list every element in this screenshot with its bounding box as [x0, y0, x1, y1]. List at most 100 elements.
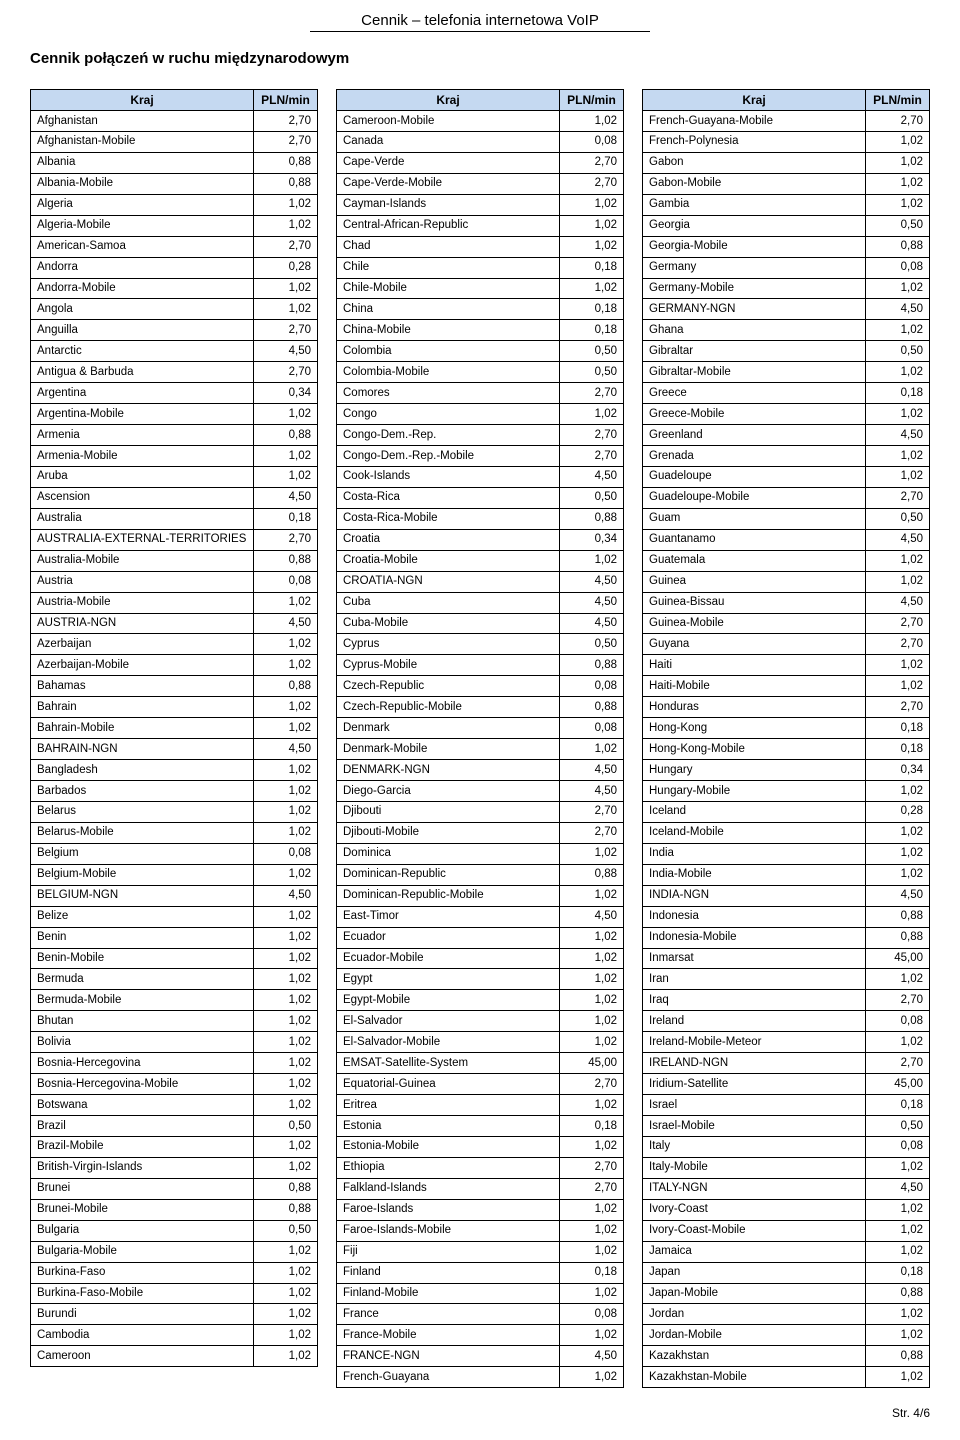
- country-cell: Georgia: [643, 215, 866, 236]
- table-row: Aruba1,02: [31, 466, 318, 487]
- country-cell: Belarus-Mobile: [31, 822, 254, 843]
- country-cell: Afghanistan-Mobile: [31, 131, 254, 152]
- table-row: Guinea-Bissau4,50: [643, 592, 930, 613]
- table-row: Eritrea1,02: [337, 1095, 624, 1116]
- country-cell: Guyana: [643, 634, 866, 655]
- price-cell: 4,50: [560, 906, 624, 927]
- country-cell: Ethiopia: [337, 1157, 560, 1178]
- country-cell: Iceland: [643, 801, 866, 822]
- price-cell: 4,50: [866, 299, 930, 320]
- country-cell: Colombia-Mobile: [337, 362, 560, 383]
- table-row: Costa-Rica0,50: [337, 487, 624, 508]
- table-row: Cayman-Islands1,02: [337, 194, 624, 215]
- table-row: Japan-Mobile0,88: [643, 1283, 930, 1304]
- table-row: Andorra0,28: [31, 257, 318, 278]
- country-cell: Azerbaijan: [31, 634, 254, 655]
- price-cell: 1,02: [866, 152, 930, 173]
- table-row: Falkland-Islands2,70: [337, 1178, 624, 1199]
- price-cell: 1,02: [254, 697, 318, 718]
- country-cell: CROATIA-NGN: [337, 571, 560, 592]
- table-row: Ireland-Mobile-Meteor1,02: [643, 1032, 930, 1053]
- table-header-country: Kraj: [31, 90, 254, 111]
- country-cell: Brazil: [31, 1116, 254, 1137]
- price-cell: 0,88: [254, 676, 318, 697]
- price-cell: 0,88: [866, 906, 930, 927]
- price-cell: 1,02: [866, 131, 930, 152]
- country-cell: Cambodia: [31, 1325, 254, 1346]
- table-row: ITALY-NGN4,50: [643, 1178, 930, 1199]
- country-cell: Central-African-Republic: [337, 215, 560, 236]
- table-row: Egypt-Mobile1,02: [337, 990, 624, 1011]
- table-row: Czech-Republic0,08: [337, 676, 624, 697]
- price-cell: 0,08: [866, 1136, 930, 1157]
- table-row: Cuba4,50: [337, 592, 624, 613]
- price-cell: 2,70: [560, 425, 624, 446]
- country-cell: Hong-Kong: [643, 718, 866, 739]
- table-row: BELGIUM-NGN4,50: [31, 885, 318, 906]
- country-cell: Georgia-Mobile: [643, 236, 866, 257]
- table-row: Croatia0,34: [337, 529, 624, 550]
- table-row: Belarus1,02: [31, 801, 318, 822]
- table-row: Hong-Kong0,18: [643, 718, 930, 739]
- table-row: Israel0,18: [643, 1095, 930, 1116]
- price-cell: 1,02: [254, 864, 318, 885]
- table-row: AUSTRIA-NGN4,50: [31, 613, 318, 634]
- table-row: Croatia-Mobile1,02: [337, 550, 624, 571]
- country-cell: Equatorial-Guinea: [337, 1074, 560, 1095]
- table-row: Bermuda1,02: [31, 969, 318, 990]
- country-cell: Afghanistan: [31, 111, 254, 132]
- table-row: Cape-Verde2,70: [337, 152, 624, 173]
- table-row: Bermuda-Mobile1,02: [31, 990, 318, 1011]
- table-row: Algeria-Mobile1,02: [31, 215, 318, 236]
- price-cell: 4,50: [560, 1346, 624, 1367]
- country-cell: Cape-Verde-Mobile: [337, 173, 560, 194]
- country-cell: Inmarsat: [643, 948, 866, 969]
- price-cell: 0,18: [866, 1095, 930, 1116]
- table-row: Ivory-Coast1,02: [643, 1199, 930, 1220]
- price-cell: 1,02: [866, 1157, 930, 1178]
- table-row: Gabon1,02: [643, 152, 930, 173]
- table-row: Gibraltar0,50: [643, 341, 930, 362]
- country-cell: Guinea: [643, 571, 866, 592]
- table-row: Argentina0,34: [31, 383, 318, 404]
- table-row: Cameroon1,02: [31, 1346, 318, 1367]
- table-1-body: Afghanistan2,70Afghanistan-Mobile2,70Alb…: [31, 111, 318, 1367]
- table-row: Armenia-Mobile1,02: [31, 446, 318, 467]
- table-row: China0,18: [337, 299, 624, 320]
- price-cell: 0,50: [560, 362, 624, 383]
- price-cell: 0,50: [866, 341, 930, 362]
- price-cell: 0,88: [866, 236, 930, 257]
- country-cell: France-Mobile: [337, 1325, 560, 1346]
- price-table-1: Kraj PLN/min Afghanistan2,70Afghanistan-…: [30, 89, 318, 1367]
- country-cell: Denmark: [337, 718, 560, 739]
- price-cell: 1,02: [254, 1325, 318, 1346]
- price-cell: 1,02: [560, 404, 624, 425]
- table-header-country: Kraj: [643, 90, 866, 111]
- table-row: Iran1,02: [643, 969, 930, 990]
- country-cell: FRANCE-NGN: [337, 1346, 560, 1367]
- country-cell: Guadeloupe-Mobile: [643, 487, 866, 508]
- country-cell: Jordan-Mobile: [643, 1325, 866, 1346]
- country-cell: Finland-Mobile: [337, 1283, 560, 1304]
- table-row: INDIA-NGN4,50: [643, 885, 930, 906]
- table-row: East-Timor4,50: [337, 906, 624, 927]
- price-cell: 0,18: [560, 320, 624, 341]
- price-cell: 1,02: [254, 404, 318, 425]
- table-row: Bosnia-Hercegovina-Mobile1,02: [31, 1074, 318, 1095]
- price-cell: 1,02: [560, 969, 624, 990]
- price-cell: 1,02: [254, 1241, 318, 1262]
- country-cell: Barbados: [31, 781, 254, 802]
- country-cell: Kazakhstan: [643, 1346, 866, 1367]
- table-row: Chad1,02: [337, 236, 624, 257]
- section-header: Cennik połączeń w ruchu międzynarodowym: [30, 50, 930, 67]
- table-row: Ascension4,50: [31, 487, 318, 508]
- price-cell: 1,02: [866, 550, 930, 571]
- price-cell: 1,02: [560, 885, 624, 906]
- country-cell: Hungary-Mobile: [643, 781, 866, 802]
- price-cell: 1,02: [254, 1346, 318, 1367]
- table-row: GERMANY-NGN4,50: [643, 299, 930, 320]
- table-row: Canada0,08: [337, 131, 624, 152]
- price-cell: 4,50: [254, 487, 318, 508]
- table-row: Iceland0,28: [643, 801, 930, 822]
- country-cell: Gibraltar: [643, 341, 866, 362]
